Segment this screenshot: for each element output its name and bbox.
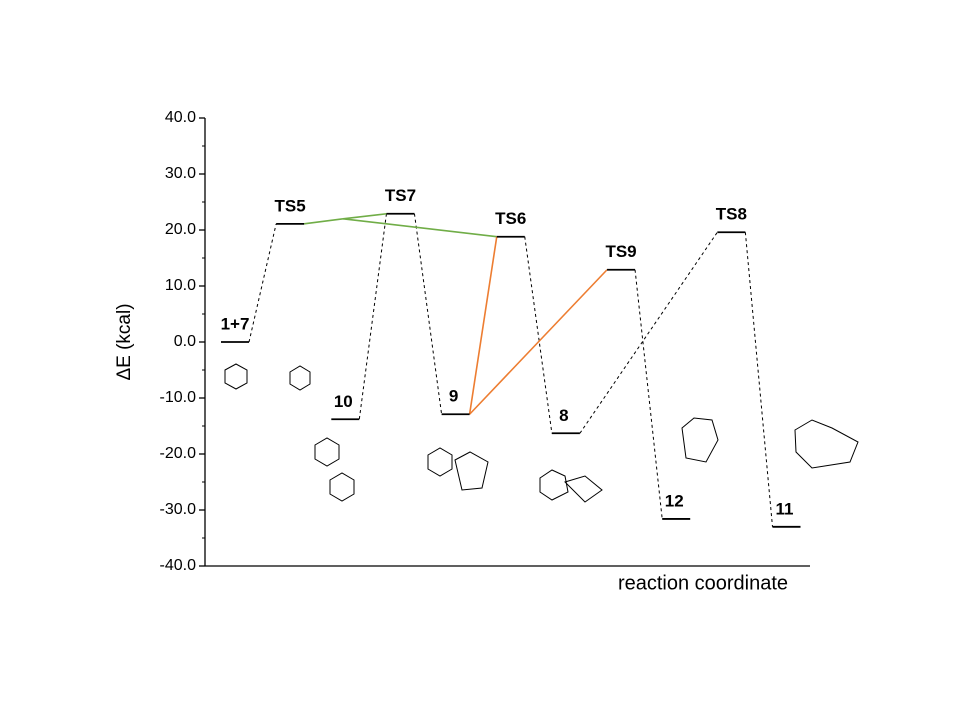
connector <box>248 223 277 343</box>
molecule <box>681 417 719 463</box>
connector <box>358 213 387 420</box>
y-tick-label: 20.0 <box>165 221 196 238</box>
level-label: 1+7 <box>221 314 250 333</box>
level-label: 8 <box>559 406 568 425</box>
connector <box>304 218 344 225</box>
y-tick-label: 30.0 <box>165 165 196 182</box>
y-tick-label: -20.0 <box>160 445 197 462</box>
level-label: TS8 <box>716 205 747 224</box>
connector <box>342 218 497 238</box>
connector <box>744 232 773 527</box>
y-tick-label: 10.0 <box>165 277 196 294</box>
molecule <box>427 447 453 477</box>
y-tick-label: -10.0 <box>160 389 197 406</box>
level-label: TS5 <box>275 196 306 215</box>
molecule <box>454 451 489 491</box>
y-axis-title: ΔE (kcal) <box>114 303 135 380</box>
molecule <box>289 365 311 391</box>
molecule <box>539 469 569 501</box>
connector <box>524 236 553 434</box>
y-tick-label: 0.0 <box>174 333 196 350</box>
level-label: 11 <box>776 499 794 518</box>
molecule <box>224 363 248 390</box>
connector <box>579 231 718 434</box>
connector <box>468 236 498 415</box>
connector <box>634 269 663 520</box>
x-axis-title: reaction coordinate <box>618 572 788 594</box>
connector <box>342 212 387 220</box>
y-tick-label: -40.0 <box>160 557 197 574</box>
level-label: 10 <box>334 392 353 411</box>
structures <box>224 363 859 503</box>
level-label: 9 <box>449 387 458 406</box>
molecule <box>314 437 340 467</box>
level-label: 12 <box>665 491 684 510</box>
level-label: TS9 <box>605 242 636 261</box>
level-label: TS7 <box>385 186 416 205</box>
level-label: TS6 <box>495 209 526 228</box>
molecule <box>564 475 603 503</box>
molecule <box>794 419 859 469</box>
connector <box>413 213 443 415</box>
molecule <box>329 472 355 502</box>
y-tick-label: -30.0 <box>160 501 197 518</box>
connector <box>469 269 608 415</box>
y-tick-label: 40.0 <box>165 109 196 126</box>
